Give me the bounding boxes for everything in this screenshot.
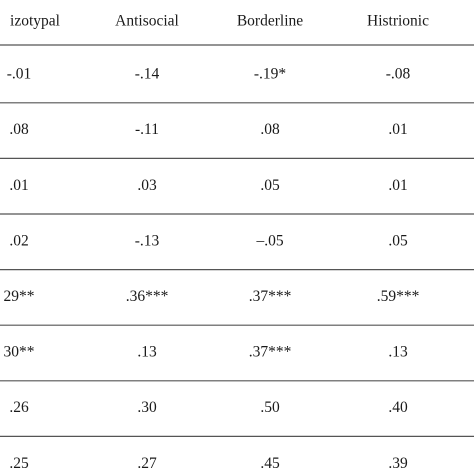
cell: -.14 [135, 66, 160, 83]
cell: .25 [9, 455, 29, 472]
cell: .26 [9, 399, 29, 416]
cell: .01 [9, 177, 28, 194]
cell: .39 [388, 455, 408, 472]
column-header: Antisocial [115, 13, 179, 30]
cell: .08 [9, 121, 29, 138]
cell: -.13 [135, 232, 160, 249]
cell: -.11 [135, 121, 159, 138]
cell: 29** [4, 288, 35, 305]
cell: .59*** [377, 288, 420, 305]
cell: .03 [137, 177, 157, 194]
cell: .37*** [249, 288, 292, 305]
cell: .01 [388, 177, 407, 194]
cell: .50 [260, 399, 280, 416]
cell: .02 [9, 232, 28, 249]
cell: -.08 [386, 66, 411, 83]
column-header: Histrionic [367, 13, 429, 30]
cell: .37*** [249, 344, 292, 361]
cell: .30 [137, 399, 157, 416]
cell: .13 [388, 344, 408, 361]
cell: .40 [388, 399, 408, 416]
cell: 30** [4, 344, 35, 361]
cell: .05 [388, 232, 408, 249]
column-header: izotypal [10, 13, 60, 30]
cell: .36*** [126, 288, 169, 305]
cell: -.19* [254, 66, 287, 83]
cell: .27 [137, 455, 157, 472]
cell: -.01 [7, 66, 32, 83]
cell: .05 [260, 177, 280, 194]
cell: .13 [137, 344, 157, 361]
cell: .01 [388, 121, 407, 138]
cell: –.05 [255, 232, 283, 249]
cell: .08 [260, 121, 280, 138]
cell: .45 [260, 455, 280, 472]
column-header: Borderline [237, 13, 303, 30]
